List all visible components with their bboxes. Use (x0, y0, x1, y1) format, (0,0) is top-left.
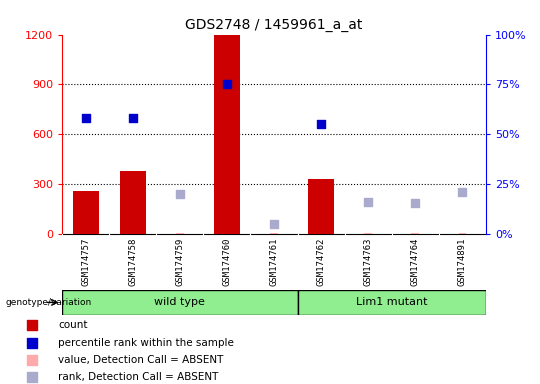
Bar (458, 233, 467, 234)
Bar (73, 191, 99, 234)
Text: GSM174757: GSM174757 (81, 238, 90, 286)
Text: GSM174763: GSM174763 (364, 238, 373, 286)
Point (176, 191, 184, 197)
Bar (214, 35, 240, 234)
Text: rank, Detection Call = ABSENT: rank, Detection Call = ABSENT (58, 372, 219, 382)
Point (28, 357, 36, 363)
Point (411, 200, 420, 207)
Point (269, 221, 279, 227)
Text: value, Detection Call = ABSENT: value, Detection Call = ABSENT (58, 355, 224, 365)
Text: GSM174759: GSM174759 (176, 238, 184, 286)
Bar (411, 233, 419, 234)
Text: count: count (58, 320, 88, 330)
Text: GSM174762: GSM174762 (316, 238, 326, 286)
Text: wild type: wild type (154, 297, 205, 308)
Point (317, 121, 326, 127)
Point (129, 115, 137, 121)
Point (222, 81, 231, 88)
Bar (120, 171, 146, 234)
Text: Lim1 mutant: Lim1 mutant (356, 297, 428, 308)
Point (82, 115, 90, 121)
Text: GSM174764: GSM174764 (411, 238, 420, 286)
Bar (270, 233, 278, 234)
Title: GDS2748 / 1459961_a_at: GDS2748 / 1459961_a_at (185, 18, 363, 32)
Bar (364, 233, 372, 234)
Text: GSM174760: GSM174760 (222, 238, 232, 286)
Text: genotype/variation: genotype/variation (5, 298, 92, 307)
Text: percentile rank within the sample: percentile rank within the sample (58, 338, 234, 348)
Point (458, 189, 467, 195)
Bar (62, 290, 298, 315)
Bar (298, 290, 486, 315)
Bar (176, 233, 184, 234)
Text: GSM174758: GSM174758 (129, 238, 137, 286)
Point (28, 322, 36, 328)
Point (364, 199, 373, 205)
Text: GSM174891: GSM174891 (458, 238, 467, 286)
Point (28, 339, 36, 346)
Bar (308, 179, 334, 234)
Text: GSM174761: GSM174761 (269, 238, 279, 286)
Point (28, 374, 36, 380)
